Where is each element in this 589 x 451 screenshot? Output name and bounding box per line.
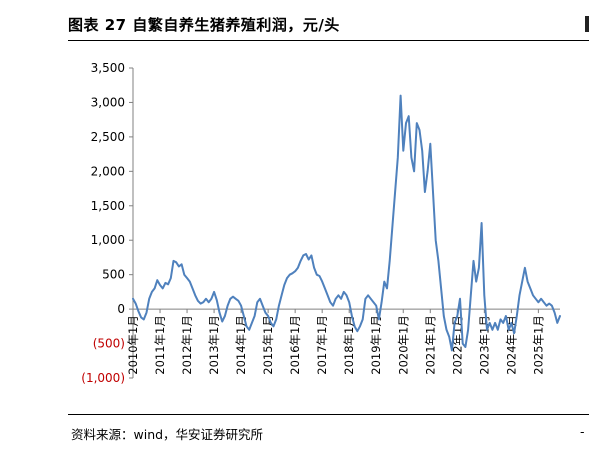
x-tick-label: 2010年1月 [126, 315, 140, 375]
source-note: 资料来源：wind，华安证券研究所 [71, 427, 264, 442]
x-tick-label: 2012年1月 [180, 315, 194, 375]
x-tick-label: 2014年1月 [234, 315, 248, 375]
x-tick-label: 2015年1月 [261, 315, 275, 375]
x-tick-label: 2021年1月 [423, 315, 437, 375]
x-tick-label: 2013年1月 [207, 315, 221, 375]
x-tick-label: 2020年1月 [396, 315, 410, 375]
footer-edge-glyph: - [580, 424, 585, 439]
x-tick-label: 2011年1月 [153, 315, 167, 375]
y-tick-label: 3,000 [91, 95, 125, 109]
y-tick-label: 0 [117, 302, 125, 316]
page-edge-mark [585, 16, 589, 32]
profit-line-chart: 3,500 3,000 2,500 2,000 1,500 1,000 500 0 (500) (… [81, 61, 561, 385]
y-tick-label: (500) [93, 337, 125, 351]
y-tick-label: 1,500 [91, 199, 125, 213]
y-tick-label: 2,000 [91, 164, 125, 178]
x-tick-label: 2016年1月 [288, 315, 302, 375]
y-tick-label: 1,000 [91, 233, 125, 247]
x-tick-label: 2019年1月 [369, 315, 383, 375]
y-tick-label: 3,500 [91, 61, 125, 75]
figure-header: 图表 27 自繁自养生猪养殖利润，元/头 [68, 8, 589, 41]
y-tick-label: 500 [102, 268, 125, 282]
profit-series-line [132, 94, 561, 352]
y-tick-label: (1,000) [81, 371, 125, 385]
x-tick-label: 2018年1月 [342, 315, 356, 375]
figure-title: 图表 27 自繁自养生猪养殖利润，元/头 [68, 16, 340, 34]
footer-divider [68, 414, 589, 415]
y-tick-label: 2,500 [91, 130, 125, 144]
x-tick-label: 2017年1月 [315, 315, 329, 375]
x-tick-label: 2025年1月 [531, 315, 545, 375]
